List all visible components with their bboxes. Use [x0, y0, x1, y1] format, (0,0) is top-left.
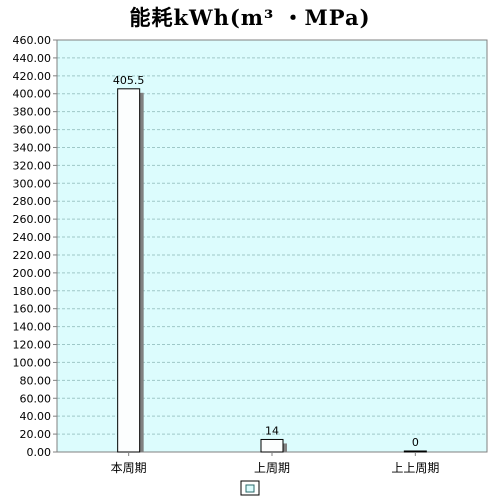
- legend: [240, 480, 260, 496]
- y-tick-label: 260.00: [13, 213, 52, 226]
- x-tick-label: 上上周期: [391, 461, 439, 475]
- y-tick-label: 40.00: [20, 410, 52, 423]
- y-tick-label: 240.00: [13, 231, 52, 244]
- y-tick-label: 360.00: [13, 124, 52, 137]
- data-label: 14: [265, 424, 279, 437]
- y-tick-label: 120.00: [13, 339, 52, 352]
- data-label: 0: [412, 436, 419, 449]
- y-tick-label: 420.00: [13, 70, 52, 83]
- bar-2: [260, 438, 284, 453]
- y-tick-label: 320.00: [13, 159, 52, 172]
- y-tick-label: 280.00: [13, 195, 52, 208]
- y-tick-label: 100.00: [13, 356, 52, 369]
- legend-swatch: [245, 484, 255, 493]
- data-labels: 405.5 14 0: [113, 74, 419, 449]
- y-tick-label: 20.00: [20, 428, 52, 441]
- bars: [117, 88, 427, 453]
- bar-3: [403, 450, 427, 453]
- y-tick-label: 160.00: [13, 303, 52, 316]
- chart-title: 能耗kWh(m³ ・MPa): [129, 5, 371, 30]
- y-tick-label: 200.00: [13, 267, 52, 280]
- x-tick-label: 本周期: [111, 461, 147, 475]
- y-tick-label: 380.00: [13, 106, 52, 119]
- data-label: 405.5: [113, 74, 145, 87]
- y-tick-label: 220.00: [13, 249, 52, 262]
- y-tick-label: 60.00: [20, 392, 52, 405]
- x-axis-ticks: 本周期 上周期 上上周期: [111, 452, 439, 475]
- y-tick-label: 140.00: [13, 321, 52, 334]
- y-tick-label: 0.00: [27, 446, 52, 459]
- y-tick-label: 180.00: [13, 285, 52, 298]
- y-tick-label: 340.00: [13, 141, 52, 154]
- y-tick-label: 460.00: [13, 34, 52, 47]
- y-tick-label: 440.00: [13, 52, 52, 65]
- y-tick-label: 400.00: [13, 88, 52, 101]
- y-tick-label: 80.00: [20, 374, 52, 387]
- bar-1: [117, 88, 141, 453]
- y-tick-label: 300.00: [13, 177, 52, 190]
- x-tick-label: 上周期: [254, 461, 290, 475]
